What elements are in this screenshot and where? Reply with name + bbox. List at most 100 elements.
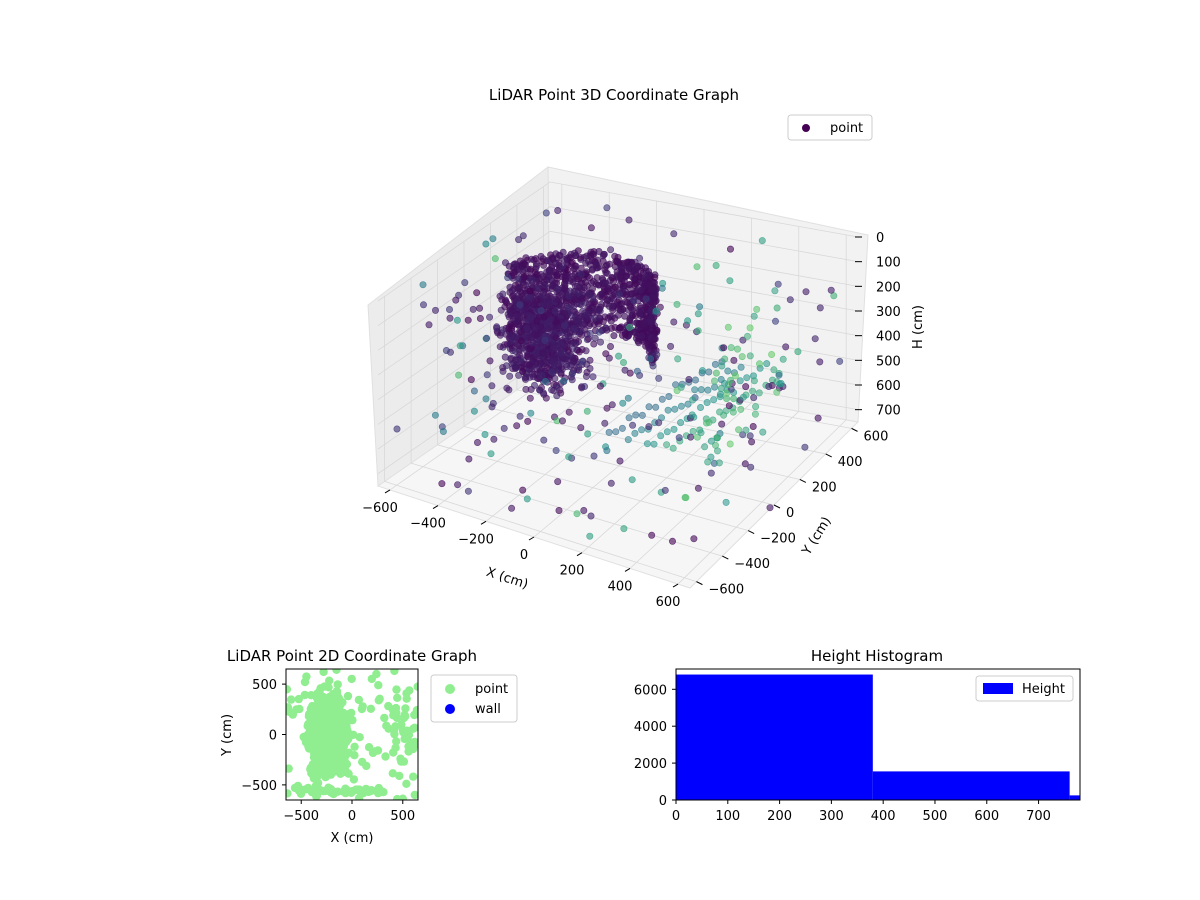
- point-3d: [713, 447, 721, 455]
- point-3d: [473, 438, 481, 446]
- point-3d: [687, 433, 695, 441]
- point-3d: [626, 323, 634, 331]
- point-2d: [327, 756, 337, 765]
- point-3d: [603, 269, 611, 277]
- point-2d: [316, 750, 325, 759]
- y-tick-label-2d: 0: [269, 729, 277, 744]
- point-3d: [565, 453, 573, 461]
- point-3d: [624, 394, 632, 402]
- point-3d: [677, 419, 685, 427]
- point-3d: [777, 379, 785, 387]
- y-tick-label-3d: −400: [734, 557, 770, 572]
- point-3d: [496, 343, 504, 351]
- point-3d: [605, 428, 613, 436]
- point-3d: [522, 385, 530, 393]
- point-3d: [677, 402, 685, 410]
- point-3d: [617, 306, 625, 314]
- x-axis-label-3d: X (cm): [484, 565, 530, 593]
- point-3d: [552, 295, 560, 303]
- x-tick-label-2d: 500: [390, 809, 415, 824]
- point-3d: [559, 377, 567, 385]
- point-2d: [326, 739, 335, 748]
- point-3d: [713, 434, 721, 442]
- point-3d: [753, 305, 761, 313]
- point-3d: [516, 301, 524, 309]
- x-tick-3d: [528, 536, 535, 541]
- z-tick-label-3d: 700: [876, 404, 901, 419]
- grid-line: [677, 419, 847, 585]
- point-3d: [540, 436, 548, 444]
- point-3d: [736, 377, 744, 385]
- point-3d: [814, 414, 822, 422]
- x-tick-3d: [576, 552, 583, 557]
- point-3d: [490, 435, 498, 443]
- point-3d: [476, 304, 484, 312]
- y-tick-label-histogram: 0: [659, 794, 667, 809]
- point-3d: [575, 363, 583, 371]
- point-3d: [735, 426, 743, 434]
- point-3d: [476, 314, 484, 322]
- point-3d: [544, 257, 552, 265]
- point-2d: [382, 721, 391, 730]
- point-2d: [318, 725, 327, 735]
- point-3d: [698, 367, 706, 375]
- histogram-frame: [675, 668, 1081, 801]
- point-3d: [561, 310, 569, 318]
- point-3d: [670, 318, 678, 326]
- point-3d: [498, 326, 506, 334]
- point-3d: [750, 394, 758, 402]
- point-3d: [552, 446, 560, 454]
- point-3d: [511, 260, 519, 268]
- point-3d: [746, 432, 754, 440]
- point-3d: [619, 358, 627, 366]
- y-tick-label-3d: −600: [708, 583, 744, 598]
- point-3d: [579, 320, 587, 328]
- point-2d: [294, 694, 303, 704]
- point-3d: [750, 312, 758, 320]
- point-3d: [539, 349, 547, 357]
- point-3d: [589, 373, 597, 381]
- point-2d: [374, 681, 383, 690]
- point-3d: [636, 302, 644, 310]
- point-3d: [652, 403, 660, 411]
- legend-3d-frame: [787, 114, 873, 141]
- point-3d: [636, 254, 644, 262]
- point-3d: [483, 371, 491, 379]
- point-3d: [515, 371, 523, 379]
- point-3d: [582, 259, 590, 267]
- legend-2d-marker-point: [445, 684, 455, 694]
- point-3d: [688, 411, 696, 419]
- point-3d: [605, 285, 613, 293]
- y-tick-label-2d: 500: [252, 678, 277, 693]
- histogram-bar: [872, 771, 1070, 800]
- point-3d: [720, 379, 728, 387]
- point-3d: [526, 293, 534, 301]
- point-3d: [431, 411, 439, 419]
- point-3d: [499, 367, 507, 375]
- point-3d: [489, 235, 497, 243]
- point-3d: [752, 403, 760, 411]
- y-tick-label-3d: 0: [786, 506, 794, 521]
- point-3d: [603, 447, 611, 455]
- point-3d: [722, 498, 730, 506]
- points-3d: [393, 204, 844, 545]
- point-3d: [731, 372, 739, 380]
- point-3d: [580, 253, 588, 261]
- y-tick-label-histogram: 2000: [634, 757, 667, 772]
- point-3d: [486, 357, 494, 365]
- point-2d: [380, 713, 389, 723]
- point-3d: [750, 377, 758, 385]
- point-3d: [580, 506, 588, 514]
- point-2d: [366, 704, 376, 713]
- point-3d: [771, 317, 779, 325]
- point-2d: [407, 738, 416, 747]
- point-3d: [739, 336, 747, 344]
- point-2d: [391, 722, 400, 731]
- point-3d: [747, 463, 755, 471]
- point-2d: [296, 785, 305, 794]
- point-3d: [473, 289, 481, 297]
- point-3d: [827, 286, 835, 294]
- point-3d: [482, 240, 490, 248]
- point-3d: [528, 276, 536, 284]
- point-3d: [641, 264, 649, 272]
